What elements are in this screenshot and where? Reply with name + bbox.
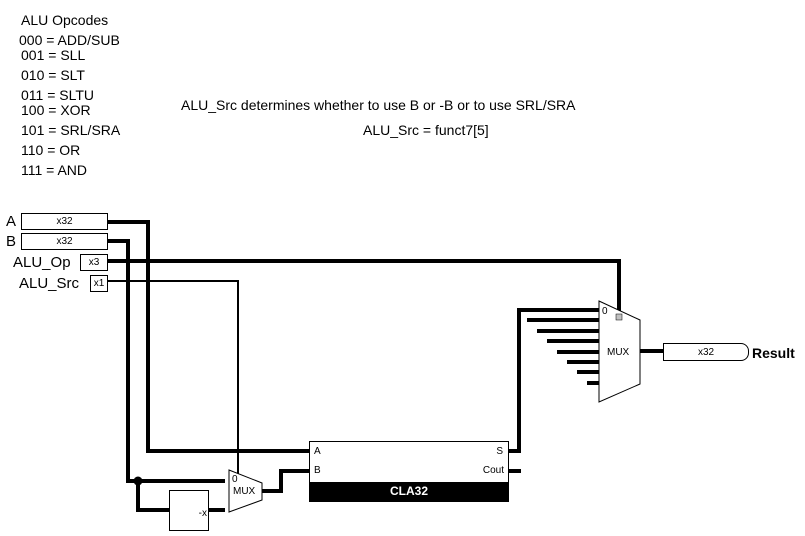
cla32-block[interactable]: A B S Cout CLA32 bbox=[309, 441, 509, 502]
alu-src-formula: ALU_Src = funct7[5] bbox=[363, 122, 489, 138]
alu-src-note: ALU_Src determines whether to use B or -… bbox=[181, 97, 576, 113]
big-mux-sel: 0 bbox=[602, 306, 608, 317]
big-mux-label: MUX bbox=[607, 347, 630, 358]
pin-b-label: B bbox=[6, 233, 17, 250]
cla32-title: CLA32 bbox=[310, 482, 508, 501]
opcode-line: 110 = OR bbox=[21, 142, 81, 158]
result-field[interactable]: x32 bbox=[663, 343, 749, 361]
negator-label: -x bbox=[198, 508, 207, 519]
pin-a-label: A bbox=[6, 213, 17, 230]
opcode-line: 101 = SRL/SRA bbox=[21, 122, 121, 138]
cla-pin-s: S bbox=[496, 446, 503, 457]
pin-alu-op-field[interactable]: x3 bbox=[80, 254, 108, 271]
opcode-line: 010 = SLT bbox=[21, 67, 85, 83]
pin-alu-src-field[interactable]: x1 bbox=[90, 275, 108, 292]
big-mux-body bbox=[598, 300, 641, 403]
cla-pin-cout: Cout bbox=[482, 465, 504, 476]
pin-a-field[interactable]: x32 bbox=[21, 213, 108, 230]
opcode-line: 011 = SLTU bbox=[21, 87, 95, 103]
pin-b-field[interactable]: x32 bbox=[21, 233, 108, 250]
small-mux-body bbox=[228, 469, 263, 513]
opcodes-title: ALU Opcodes bbox=[21, 12, 109, 28]
pin-alu-src-label: ALU_Src bbox=[19, 275, 80, 292]
cla-pin-a: A bbox=[314, 446, 321, 457]
cla-pin-b: B bbox=[314, 465, 321, 476]
opcode-line: 001 = SLL bbox=[21, 47, 86, 63]
opcode-line: 111 = AND bbox=[21, 162, 88, 178]
pin-alu-op-label: ALU_Op bbox=[13, 254, 71, 271]
opcode-line: 000 = ADD/SUB bbox=[19, 32, 120, 48]
opcode-line: 100 = XOR bbox=[21, 102, 91, 118]
small-mux-sel: 0 bbox=[232, 474, 238, 485]
small-mux-label: MUX bbox=[233, 486, 256, 497]
result-label: Result bbox=[752, 345, 795, 361]
negator-block[interactable]: -x bbox=[169, 490, 209, 531]
